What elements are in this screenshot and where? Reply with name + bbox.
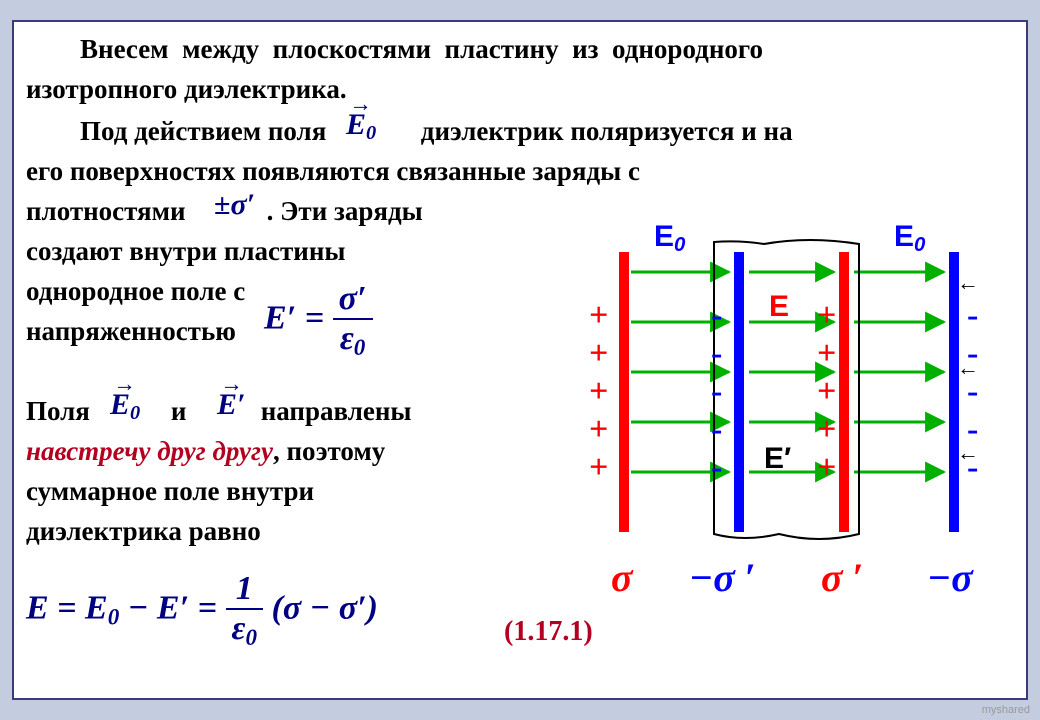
back-arrow-1: ← (957, 270, 979, 296)
p4-line3: суммарное поле внутри (26, 472, 314, 511)
formula-final: E = E0 − E′ = 1 ε0 (σ − σ′) (26, 570, 378, 652)
label-e-prime: E′ (764, 442, 791, 476)
watermark: myshared (982, 704, 1030, 716)
label-e0-left: E0 (654, 220, 685, 257)
symbol-e0-vec-2: E0 (110, 388, 140, 425)
label-e: E (769, 290, 789, 324)
back-arrow-3: ← (957, 440, 979, 466)
p4-line2: навстречу друг другу, поэтому (26, 432, 385, 471)
p2-line1: Под действием поля диэлектрик поляризует… (26, 112, 793, 151)
plus-stack-outer: +++++ (589, 257, 608, 527)
slide-frame: Внесем между плоскостями пластину из одн… (12, 20, 1028, 700)
minus-stack-outer: ----- (967, 257, 978, 527)
p1-line1: Внесем между плоскостями пластину из одн… (26, 30, 763, 69)
plate-left-blue (734, 252, 744, 532)
back-arrow-2: ← (957, 355, 979, 381)
plate-left-red (619, 252, 629, 532)
formula-e-prime: E′ = σ′ ε0 (264, 280, 373, 362)
p1-line2: изотропного диэлектрика. (26, 70, 347, 109)
label-e0-right: E0 (894, 220, 925, 257)
symbol-pm-sigma: ±σ′ (214, 188, 255, 222)
sigma-1: σ (611, 554, 633, 601)
plus-stack-inner-r: +++++ (817, 257, 836, 527)
symbol-e0-vec: E0 (346, 108, 376, 145)
p3-line2: однородное поле с (26, 272, 245, 311)
minus-stack-inner-l: ----- (711, 257, 722, 527)
sigma-3: σ ′ (821, 554, 864, 601)
p3-line3: напряженностью (26, 312, 236, 351)
p4-line4: диэлектрика равно (26, 512, 261, 551)
sigma-2: −σ ′ (689, 554, 756, 601)
dielectric-diagram: +++++ ----- +++++ ----- E0 E0 E E′ ← ← ←… (559, 222, 1009, 622)
plate-right-red (839, 252, 849, 532)
p3-line1: создают внутри пластины (26, 232, 346, 271)
sigma-4: −σ (927, 554, 973, 601)
p2-line2: его поверхностях появляются связанные за… (26, 152, 1016, 191)
symbol-eprime-vec: E′ (217, 388, 245, 422)
